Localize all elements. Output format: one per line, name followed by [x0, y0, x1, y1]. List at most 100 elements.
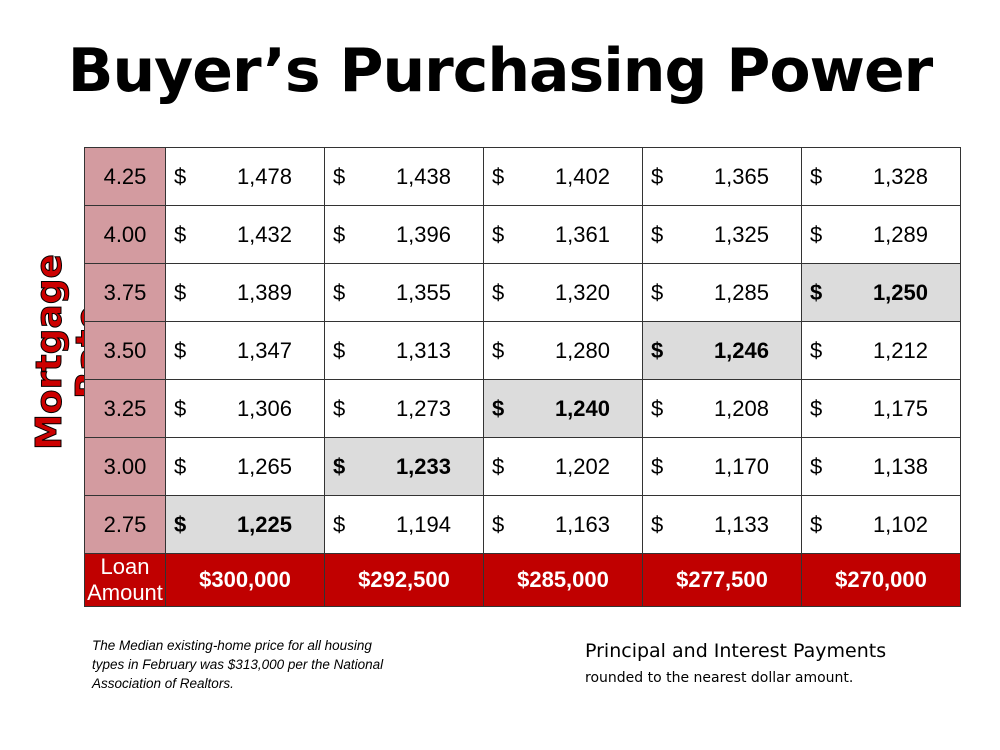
rate-cell: 4.00 — [84, 205, 166, 264]
payment-amount: 1,361 — [554, 221, 610, 247]
payment-cell: $1,313 — [324, 321, 484, 380]
currency-symbol: $ — [174, 163, 187, 189]
payment-cell: $1,365 — [642, 147, 802, 206]
payment-amount: 1,478 — [236, 163, 292, 189]
payment-cell: $1,175 — [801, 379, 961, 438]
payment-cell: $1,402 — [483, 147, 643, 206]
currency-symbol: $ — [492, 453, 505, 479]
payment-amount: 1,273 — [395, 395, 451, 421]
payment-cell: $1,250 — [801, 263, 961, 322]
currency-symbol: $ — [174, 221, 187, 247]
payment-amount: 1,233 — [395, 453, 451, 479]
table-row: 4.25 $1,478 $1,438 $1,402 $1,365 $1,328 — [84, 147, 961, 206]
payment-cell: $1,347 — [165, 321, 325, 380]
pi-subtitle: rounded to the nearest dollar amount. — [585, 670, 854, 686]
payment-cell: $1,138 — [801, 437, 961, 496]
payment-amount: 1,328 — [872, 163, 928, 189]
payment-table-body: 4.25 $1,478 $1,438 $1,402 $1,365 $1,328 4.00 $1… — [84, 147, 961, 607]
payment-cell: $1,202 — [483, 437, 643, 496]
payment-amount: 1,438 — [395, 163, 451, 189]
currency-symbol: $ — [492, 511, 505, 537]
currency-symbol: $ — [333, 337, 346, 363]
payment-cell: $1,389 — [165, 263, 325, 322]
payment-amount: 1,163 — [554, 511, 610, 537]
payment-cell: $1,265 — [165, 437, 325, 496]
currency-symbol: $ — [174, 453, 187, 479]
payment-table: 4.25 $1,478 $1,438 $1,402 $1,365 $1,328 4.00 $1… — [84, 147, 961, 607]
payment-cell: $1,246 — [642, 321, 802, 380]
payment-cell: $1,289 — [801, 205, 961, 264]
payment-amount: 1,432 — [236, 221, 292, 247]
payment-amount: 1,402 — [554, 163, 610, 189]
currency-symbol: $ — [810, 163, 823, 189]
payment-amount: 1,265 — [236, 453, 292, 479]
currency-symbol: $ — [651, 337, 664, 363]
payment-amount: 1,102 — [872, 511, 928, 537]
payment-amount: 1,246 — [713, 337, 769, 363]
currency-symbol: $ — [651, 453, 664, 479]
rate-cell: 4.25 — [84, 147, 166, 206]
currency-symbol: $ — [333, 279, 346, 305]
rate-cell: 3.25 — [84, 379, 166, 438]
currency-symbol: $ — [174, 337, 187, 363]
rate-cell: 2.75 — [84, 495, 166, 554]
loan-amount-cell: $277,500 — [642, 553, 802, 607]
payment-amount: 1,325 — [713, 221, 769, 247]
payment-amount: 1,250 — [872, 279, 928, 305]
currency-symbol: $ — [810, 221, 823, 247]
payment-amount: 1,306 — [236, 395, 292, 421]
payment-amount: 1,347 — [236, 337, 292, 363]
table-row: 2.75 $1,225 $1,194 $1,163 $1,133 $1,102 — [84, 495, 961, 554]
payment-cell: $1,361 — [483, 205, 643, 264]
payment-cell: $1,212 — [801, 321, 961, 380]
payment-cell: $1,163 — [483, 495, 643, 554]
currency-symbol: $ — [651, 395, 664, 421]
currency-symbol: $ — [492, 163, 505, 189]
currency-symbol: $ — [810, 279, 823, 305]
rate-cell: 3.75 — [84, 263, 166, 322]
payment-amount: 1,194 — [395, 511, 451, 537]
pi-title: Principal and Interest Payments — [585, 640, 887, 662]
payment-cell: $1,478 — [165, 147, 325, 206]
loan-amount-cell: $270,000 — [801, 553, 961, 607]
currency-symbol: $ — [810, 453, 823, 479]
payment-amount: 1,170 — [713, 453, 769, 479]
payment-cell: $1,194 — [324, 495, 484, 554]
payment-amount: 1,389 — [236, 279, 292, 305]
loan-amount-cell: $285,000 — [483, 553, 643, 607]
loan-label-line1: Loan — [100, 554, 150, 579]
table-row: 3.75 $1,389 $1,355 $1,320 $1,285 $1,250 — [84, 263, 961, 322]
currency-symbol: $ — [651, 279, 664, 305]
payment-amount: 1,355 — [395, 279, 451, 305]
payment-amount: 1,212 — [872, 337, 928, 363]
payment-amount: 1,396 — [395, 221, 451, 247]
payment-cell: $1,320 — [483, 263, 643, 322]
rate-cell: 3.50 — [84, 321, 166, 380]
payment-cell: $1,170 — [642, 437, 802, 496]
currency-symbol: $ — [174, 395, 187, 421]
payment-amount: 1,285 — [713, 279, 769, 305]
payment-amount: 1,138 — [872, 453, 928, 479]
payment-cell: $1,233 — [324, 437, 484, 496]
payment-cell: $1,240 — [483, 379, 643, 438]
payment-amount: 1,202 — [554, 453, 610, 479]
page-title: Buyer’s Purchasing Power — [67, 36, 934, 106]
currency-symbol: $ — [810, 337, 823, 363]
currency-symbol: $ — [492, 279, 505, 305]
payment-amount: 1,208 — [713, 395, 769, 421]
loan-amount-cell: $300,000 — [165, 553, 325, 607]
payment-amount: 1,240 — [554, 395, 610, 421]
currency-symbol: $ — [333, 163, 346, 189]
currency-symbol: $ — [333, 395, 346, 421]
payment-cell: $1,133 — [642, 495, 802, 554]
payment-cell: $1,280 — [483, 321, 643, 380]
currency-symbol: $ — [810, 395, 823, 421]
payment-amount: 1,289 — [872, 221, 928, 247]
payment-cell: $1,102 — [801, 495, 961, 554]
table-row: 4.00 $1,432 $1,396 $1,361 $1,325 $1,289 — [84, 205, 961, 264]
table-row: 3.25 $1,306 $1,273 $1,240 $1,208 $1,175 — [84, 379, 961, 438]
rate-cell: 3.00 — [84, 437, 166, 496]
payment-amount: 1,133 — [713, 511, 769, 537]
currency-symbol: $ — [651, 511, 664, 537]
payment-cell: $1,325 — [642, 205, 802, 264]
